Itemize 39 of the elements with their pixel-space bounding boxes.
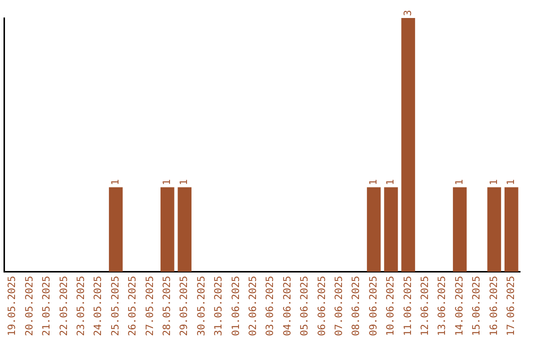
x-tick-label: 27.05.2025 xyxy=(144,276,156,336)
data-label: 1 xyxy=(179,179,190,186)
data-label: 1 xyxy=(368,179,380,186)
x-tick-label: 01.06.2025 xyxy=(230,276,242,336)
x-tick-label: 19.05.2025 xyxy=(7,276,18,336)
data-label: 1 xyxy=(454,179,466,186)
x-tick-label: 25.05.2025 xyxy=(110,276,122,336)
x-tick-label: 03.06.2025 xyxy=(265,276,276,336)
x-tick-label: 08.06.2025 xyxy=(351,276,362,336)
data-label: 1 xyxy=(386,179,397,186)
data-label: 1 xyxy=(110,179,122,186)
x-tick-label: 09.06.2025 xyxy=(368,276,380,336)
x-tick-label: 21.05.2025 xyxy=(42,276,53,336)
x-tick-label: 12.06.2025 xyxy=(420,276,431,336)
x-tick-label: 13.06.2025 xyxy=(437,276,448,336)
data-label: 3 xyxy=(402,10,414,16)
data-label: 1 xyxy=(488,179,500,186)
x-tick-label: 30.05.2025 xyxy=(196,276,208,336)
x-tick-label: 31.05.2025 xyxy=(214,276,225,336)
x-tick-label: 11.06.2025 xyxy=(402,276,414,336)
x-tick-label: 15.06.2025 xyxy=(472,276,483,336)
x-tick-label: 29.05.2025 xyxy=(179,276,190,336)
x-tick-label: 22.05.2025 xyxy=(58,276,70,336)
x-tick-label: 06.06.2025 xyxy=(316,276,328,336)
x-tick-label: 28.05.2025 xyxy=(162,276,173,336)
x-tick-label: 20.05.2025 xyxy=(24,276,36,336)
x-tick-label: 04.06.2025 xyxy=(282,276,294,336)
x-tick-label: 02.06.2025 xyxy=(248,276,259,336)
x-tick-label: 16.06.2025 xyxy=(488,276,500,336)
x-tick-label: 17.06.2025 xyxy=(506,276,517,336)
x-tick-label: 23.05.2025 xyxy=(76,276,87,336)
x-tick-label: 24.05.2025 xyxy=(93,276,104,336)
data-label: 1 xyxy=(162,179,173,186)
x-tick-label: 05.06.2025 xyxy=(300,276,311,336)
data-label: 1 xyxy=(506,179,517,186)
x-tick-label: 10.06.2025 xyxy=(386,276,397,336)
x-tick-label: 07.06.2025 xyxy=(334,276,345,336)
x-tick-label: 14.06.2025 xyxy=(454,276,466,336)
x-tick-label: 26.05.2025 xyxy=(128,276,139,336)
